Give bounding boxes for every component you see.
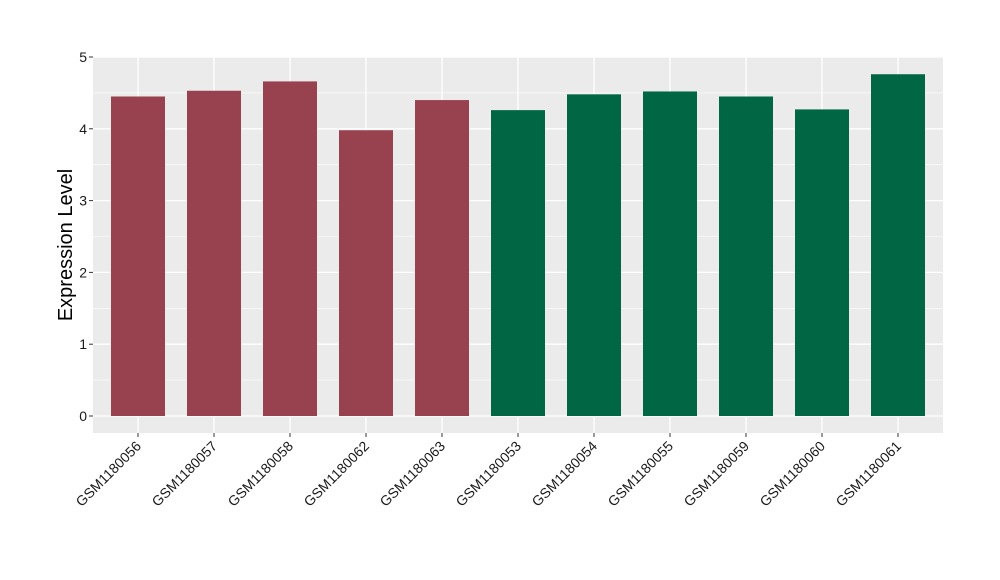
x-tick-label: GSM1180057 [148,438,220,510]
bar-GSM1180062 [339,130,393,416]
x-tick-label: GSM1180063 [376,438,448,510]
bar-GSM1180059 [719,96,773,417]
x-tick-label: GSM1180059 [680,438,752,510]
y-tick-label: 5 [79,49,87,65]
y-tick-label: 0 [79,408,87,424]
bar-GSM1180053 [491,110,545,416]
x-tick-label: GSM1180056 [72,438,144,510]
x-tick-label: GSM1180062 [300,438,372,510]
x-tick-label: GSM1180054 [528,438,600,510]
bar-GSM1180057 [187,90,241,416]
bar-GSM1180054 [567,94,621,416]
bar-GSM1180056 [111,96,165,417]
bar-GSM1180055 [643,91,697,417]
bar-GSM1180063 [415,100,469,416]
y-axis-title: Expression Level [55,169,77,321]
y-axis: 0 1 2 3 4 5 [79,49,93,424]
bar-GSM1180058 [263,81,317,417]
y-tick-label: 1 [79,336,87,352]
x-tick-label: GSM1180053 [452,438,524,510]
bar-GSM1180060 [795,109,849,416]
x-tick-label: GSM1180061 [832,438,904,510]
y-tick-label: 3 [79,193,87,209]
y-tick-label: 2 [79,264,87,280]
x-tick-label: GSM1180055 [604,438,676,510]
y-tick-label: 4 [79,121,87,137]
x-tick-label: GSM1180058 [224,438,296,510]
x-axis: GSM1180056 GSM1180057 GSM1180058 GSM1180062… [72,433,904,509]
x-tick-label: GSM1180060 [756,438,828,510]
bar-GSM1180061 [871,74,925,417]
bars-group [111,74,925,417]
